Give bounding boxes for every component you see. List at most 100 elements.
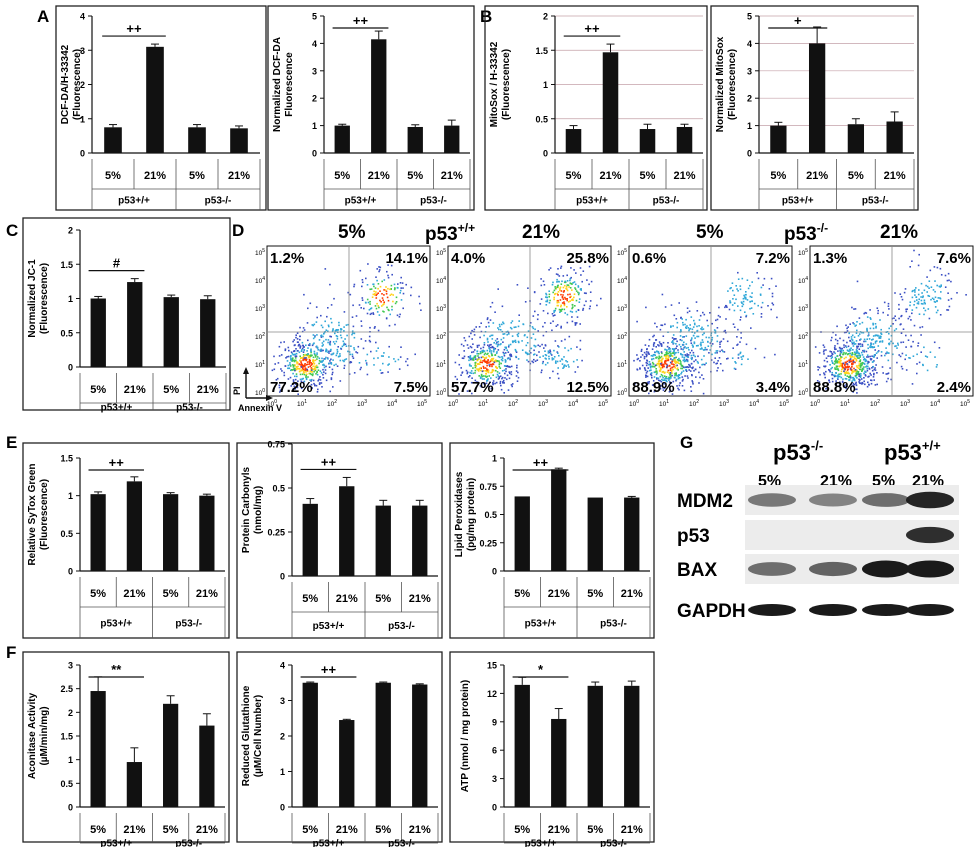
flow-dot: [851, 360, 853, 362]
flow-dot: [369, 288, 371, 291]
flow-dot: [559, 289, 561, 291]
flow-dot: [501, 305, 504, 308]
flow-dot: [751, 300, 753, 302]
flow-dot: [329, 344, 332, 346]
flow-header-g2: p53-/-: [784, 221, 828, 245]
flow-dot: [647, 352, 649, 355]
blot-band: [906, 491, 954, 509]
flow-dot: [575, 290, 578, 292]
flow-dot: [466, 344, 469, 346]
y-tick-label: 5: [747, 12, 752, 22]
chart-frame: [22, 442, 230, 639]
flow-dot: [857, 373, 859, 375]
flow-dot: [865, 312, 868, 314]
flow-dot: [849, 349, 852, 351]
flow-dot: [489, 346, 492, 349]
flow-dot: [479, 385, 482, 387]
flow-dot: [547, 350, 550, 352]
flow-dot: [887, 372, 890, 374]
flow-dot: [374, 294, 376, 296]
flow-dot: [841, 362, 844, 365]
flow-dot: [554, 340, 557, 342]
flow-dot: [526, 352, 529, 355]
flow-dot: [850, 347, 852, 349]
flow-header: 5% p53+/+ 21% 5% p53-/- 21%: [338, 221, 918, 245]
flow-dot: [845, 346, 848, 349]
flow-dot: [478, 358, 480, 360]
flow-dot: [709, 342, 712, 344]
flow-dot: [504, 359, 507, 361]
y-tick-label: 2: [747, 94, 752, 104]
flow-dot: [659, 380, 661, 382]
flow-dot: [919, 326, 921, 329]
flow-dot: [872, 327, 875, 330]
flow-dot: [302, 358, 305, 360]
flow-dot: [709, 349, 711, 351]
flow-dot: [312, 324, 314, 327]
flow-dot: [531, 326, 534, 328]
flow-dot: [641, 364, 644, 367]
flow-dot: [299, 347, 301, 349]
flow-dot: [375, 294, 377, 297]
flow-dot: [330, 377, 333, 379]
flow-dot: [658, 369, 661, 372]
flow-dot: [486, 360, 488, 363]
flow-dot: [904, 358, 906, 361]
category-label: 21%: [197, 384, 219, 396]
group-label: p53+/+: [313, 839, 345, 847]
flow-dot: [471, 377, 473, 379]
flow-dot: [375, 341, 377, 344]
flow-dot: [549, 352, 552, 355]
flow-dot: [307, 307, 309, 310]
blot-protein-label: BAX: [677, 560, 717, 581]
flow-dot: [572, 299, 574, 301]
flow-dot: [859, 364, 861, 367]
flow-dot: [340, 328, 342, 330]
flow-dot: [855, 355, 858, 357]
flow-dot: [539, 303, 542, 305]
flow-dot: [527, 330, 530, 332]
flow-dot: [727, 290, 729, 292]
flow-dot: [476, 359, 479, 362]
flow-dot: [646, 370, 649, 373]
flow-dot: [516, 380, 519, 382]
bar: [371, 39, 387, 153]
flow-dot: [479, 377, 482, 379]
flow-plot-frame: [266, 245, 431, 397]
flow-dot: [847, 345, 850, 348]
flow-dot: [866, 327, 868, 330]
flow-dot: [832, 331, 834, 334]
flow-dot: [754, 347, 757, 350]
flow-dot: [508, 371, 511, 373]
flow-dot: [837, 361, 839, 364]
flow-dot: [341, 345, 344, 348]
flow-dot: [303, 368, 305, 371]
flow-dot: [836, 361, 838, 364]
flow-dot: [286, 360, 289, 362]
flow-dot: [735, 285, 737, 287]
flow-dot: [379, 299, 381, 302]
flow-dot: [569, 296, 571, 299]
flow-dot: [675, 361, 678, 364]
flow-dot: [296, 341, 299, 343]
flow-dot: [388, 324, 391, 327]
flow-dot: [458, 354, 460, 356]
flow-dot: [753, 302, 756, 305]
flow-dot: [688, 310, 691, 312]
flow-dot: [719, 343, 721, 346]
flow-dot: [845, 356, 847, 359]
y-tick-label: 3: [280, 696, 285, 706]
flow-dot: [716, 362, 718, 365]
flow-dot: [771, 292, 774, 295]
flow-dot: [554, 287, 557, 290]
flow-dot: [304, 354, 307, 357]
flow-dot: [304, 365, 306, 367]
flow-dot: [562, 367, 564, 369]
y-tick-label: 0.75: [479, 482, 497, 492]
flow-dot: [838, 360, 841, 363]
flow-dot: [874, 369, 877, 371]
flow-dot: [831, 352, 833, 355]
panel-label-e: E: [6, 433, 17, 452]
flow-dot: [860, 364, 863, 367]
flow-dot: [493, 348, 495, 350]
